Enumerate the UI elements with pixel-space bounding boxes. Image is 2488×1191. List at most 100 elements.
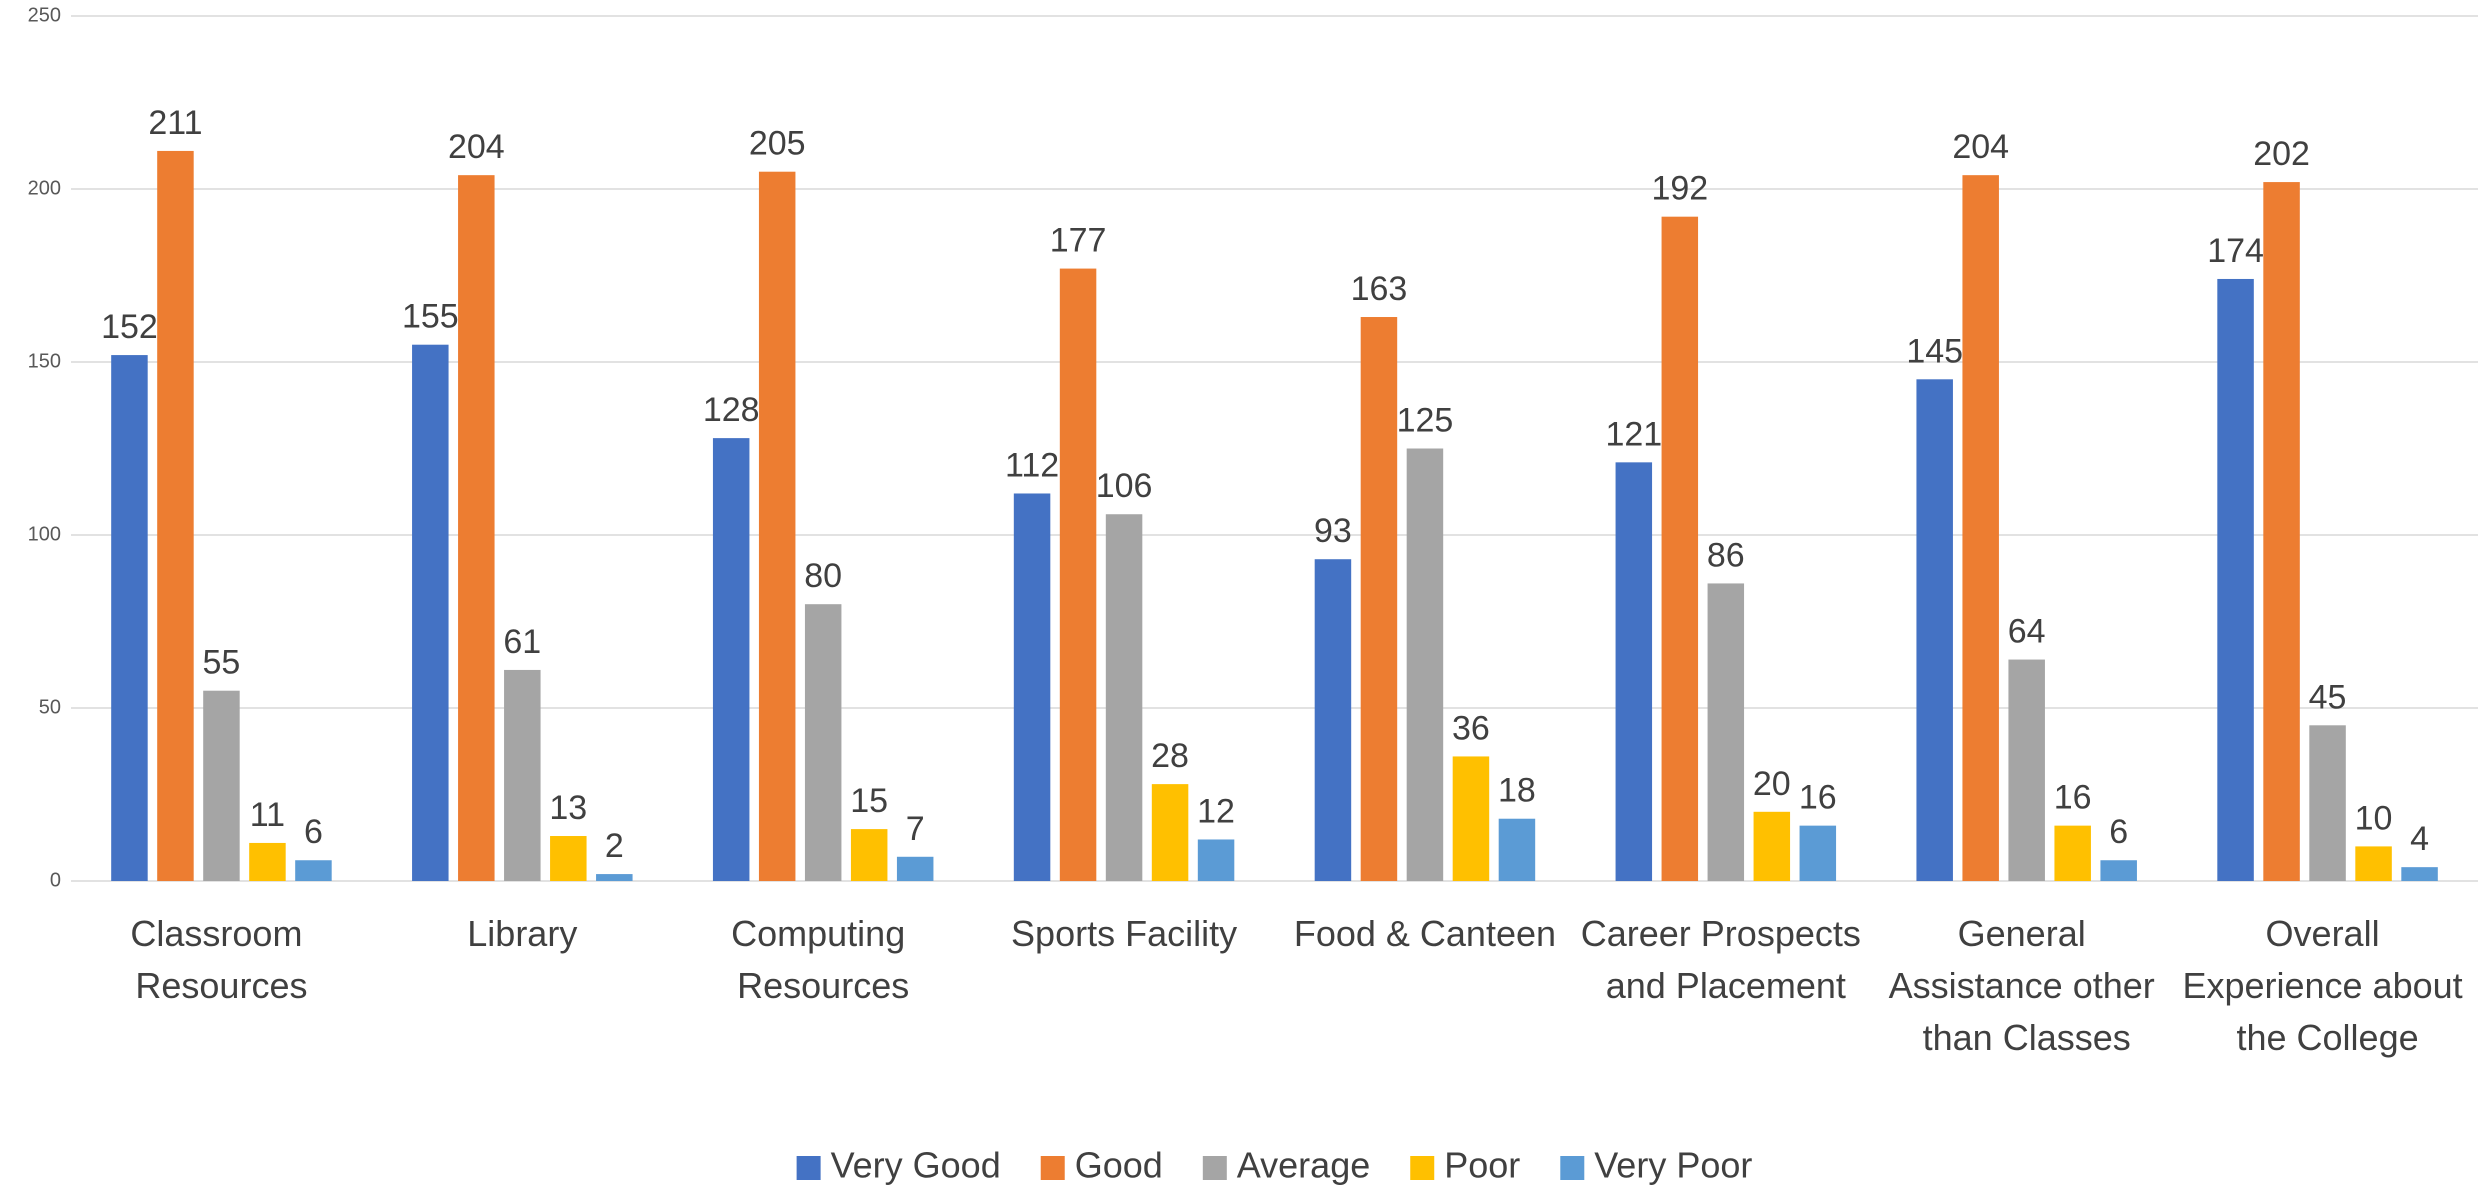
- value-label: 4: [2410, 820, 2429, 858]
- bar: [458, 175, 495, 881]
- bar: [1452, 756, 1490, 881]
- bar: [1197, 839, 1235, 881]
- value-label: 6: [2109, 813, 2128, 851]
- bar: [2008, 659, 2045, 881]
- bar: [2263, 182, 2300, 881]
- value-label: 2: [605, 827, 624, 865]
- value-label: 152: [101, 308, 158, 346]
- bar: [712, 438, 750, 881]
- legend-swatch: [1560, 1156, 1585, 1180]
- value-label: 163: [1351, 270, 1408, 308]
- value-label: 16: [2054, 779, 2092, 817]
- value-label: 93: [1314, 512, 1352, 550]
- bar: [850, 829, 888, 881]
- value-label: 18: [1498, 772, 1536, 810]
- x-tick-label: Computing Resources: [731, 913, 915, 1006]
- bar: [203, 690, 240, 881]
- y-tick-label: 250: [28, 4, 61, 26]
- bar: [1406, 448, 1444, 881]
- value-label: 145: [1906, 332, 1963, 370]
- bar: [1753, 811, 1791, 881]
- value-label: 61: [503, 623, 541, 661]
- value-label: 16: [1799, 779, 1837, 817]
- bar: [1707, 583, 1745, 881]
- x-tick-label: Classroom Resources: [130, 913, 312, 1006]
- value-label: 204: [1952, 128, 2009, 166]
- bar: [2054, 825, 2091, 881]
- value-label: 205: [749, 125, 806, 163]
- bar: [157, 150, 194, 881]
- legend-label: Poor: [1444, 1145, 1520, 1186]
- bar: [1962, 175, 1999, 881]
- y-tick-label: 150: [28, 350, 61, 372]
- bar: [2217, 278, 2254, 882]
- value-label: 6: [304, 813, 323, 851]
- y-tick-label: 100: [28, 523, 61, 545]
- bar: [1916, 379, 1953, 881]
- value-label: 125: [1397, 401, 1454, 439]
- bar: [504, 669, 541, 881]
- value-label: 13: [549, 789, 587, 827]
- legend-swatch: [796, 1156, 821, 1180]
- bar: [1105, 514, 1143, 881]
- x-tick-label: Career Prospects and Placement: [1581, 913, 1871, 1006]
- value-label: 192: [1651, 170, 1708, 208]
- value-label: 45: [2309, 678, 2347, 716]
- bar: [111, 355, 148, 882]
- value-label: 174: [2207, 232, 2264, 270]
- bar: [2100, 860, 2137, 881]
- legend-label: Very Poor: [1594, 1145, 1752, 1186]
- bar: [1498, 818, 1536, 881]
- value-label: 12: [1197, 792, 1235, 830]
- value-label: 15: [850, 782, 888, 820]
- legend-label: Average: [1237, 1145, 1370, 1186]
- value-label: 211: [148, 104, 202, 142]
- bar: [1013, 493, 1051, 881]
- y-tick-label: 200: [28, 177, 61, 199]
- value-label: 11: [250, 796, 285, 834]
- value-label: 28: [1151, 737, 1189, 775]
- legend-swatch: [1040, 1156, 1065, 1180]
- bar: [550, 836, 587, 881]
- bar: [1059, 268, 1097, 882]
- value-label: 10: [2355, 799, 2393, 837]
- value-label: 128: [703, 391, 760, 429]
- value-label: 177: [1050, 222, 1107, 260]
- value-label: 202: [2253, 135, 2310, 173]
- bar: [596, 874, 633, 881]
- legend-label: Very Good: [831, 1145, 1001, 1186]
- bar: [249, 842, 286, 881]
- value-label: 106: [1096, 467, 1153, 505]
- y-tick-label: 50: [39, 696, 61, 718]
- bar: [1360, 317, 1398, 881]
- value-label: 112: [1005, 446, 1059, 484]
- value-label: 204: [448, 128, 505, 166]
- bar: [2401, 867, 2438, 881]
- x-tick-label: Sports Facility: [1011, 913, 1237, 954]
- bar: [758, 171, 796, 881]
- bar: [804, 604, 842, 881]
- bar: [1615, 462, 1653, 881]
- value-label: 155: [402, 298, 459, 336]
- bar: [1661, 216, 1699, 881]
- value-label: 7: [906, 810, 925, 848]
- bar: [1799, 825, 1837, 881]
- bar: [2309, 725, 2346, 881]
- value-label: 20: [1753, 765, 1791, 803]
- x-tick-label: Overall Experience about the College: [2182, 913, 2472, 1058]
- bar: [295, 860, 332, 881]
- x-tick-label: Food & Canteen: [1294, 913, 1556, 954]
- value-label: 86: [1707, 536, 1745, 574]
- legend-swatch: [1202, 1156, 1227, 1180]
- value-label: 64: [2008, 613, 2046, 651]
- bar: [1151, 784, 1189, 881]
- bar: [1314, 559, 1352, 881]
- value-label: 121: [1605, 415, 1662, 453]
- legend-label: Good: [1075, 1145, 1163, 1186]
- legend-swatch: [1410, 1156, 1435, 1180]
- value-label: 80: [804, 557, 842, 595]
- bar: [2355, 846, 2392, 881]
- x-tick-label: Library: [467, 913, 577, 954]
- value-label: 55: [203, 644, 241, 682]
